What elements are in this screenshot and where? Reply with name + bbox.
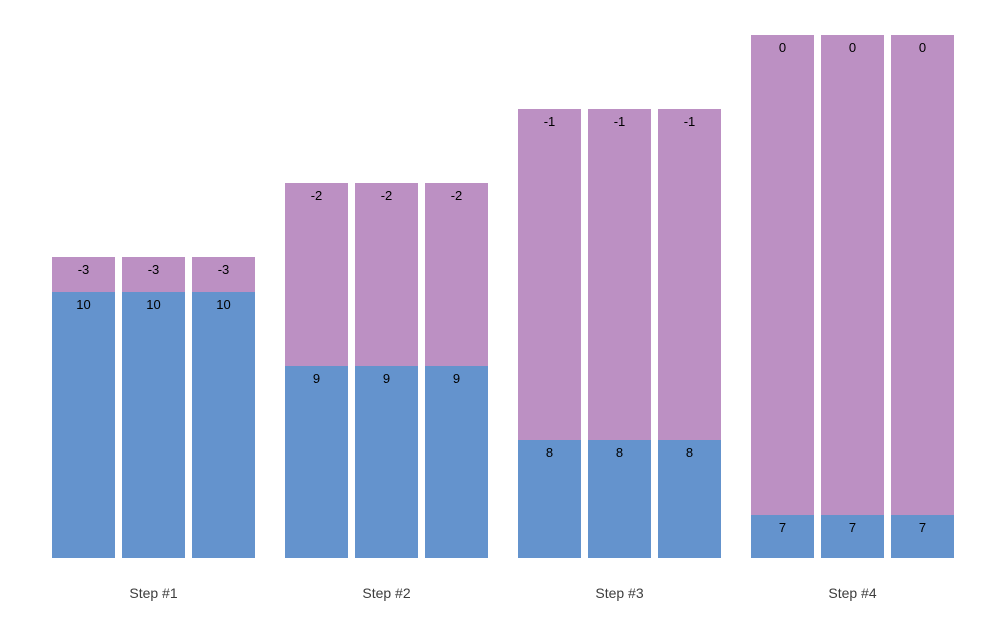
segment-value-label: 10 xyxy=(146,297,161,312)
stacked-bar: -2 9 xyxy=(425,183,488,558)
segment-value-label: 9 xyxy=(382,371,391,386)
segment-value-label: 0 xyxy=(918,40,927,55)
segment-value-label: 7 xyxy=(848,520,857,535)
bar-segment-top: -1 xyxy=(588,109,651,440)
segment-value-label: 7 xyxy=(918,520,927,535)
category-label-step-4: Step #4 xyxy=(828,585,877,601)
bar-segment-top: -2 xyxy=(355,183,418,366)
bar-segment-top: -3 xyxy=(122,257,185,292)
category-label-step-3: Step #3 xyxy=(595,585,644,601)
stacked-bar: -3 10 xyxy=(192,257,255,558)
bar-segment-bottom: 8 xyxy=(588,440,651,558)
segment-value-label: -3 xyxy=(147,262,160,277)
segment-value-label: 10 xyxy=(76,297,91,312)
bar-segment-bottom: 8 xyxy=(518,440,581,558)
segment-value-label: -1 xyxy=(683,114,696,129)
segment-value-label: -1 xyxy=(543,114,556,129)
segment-value-label: -3 xyxy=(217,262,230,277)
bar-segment-top: -2 xyxy=(285,183,348,366)
bar-segment-bottom: 9 xyxy=(355,366,418,558)
segment-value-label: 9 xyxy=(312,371,321,386)
bar-segment-bottom: 10 xyxy=(122,292,185,558)
segment-value-label: 8 xyxy=(545,445,554,460)
bar-segment-top: -1 xyxy=(658,109,721,440)
bar-segment-top: -3 xyxy=(192,257,255,292)
segment-value-label: -2 xyxy=(310,188,323,203)
bar-segment-bottom: 7 xyxy=(751,515,814,558)
segment-value-label: 8 xyxy=(685,445,694,460)
segment-value-label: -1 xyxy=(613,114,626,129)
bar-segment-top: -3 xyxy=(52,257,115,292)
category-label-step-1: Step #1 xyxy=(129,585,178,601)
segment-value-label: 10 xyxy=(216,297,231,312)
bar-group-step-1: -3 10 -3 10 -3 10 xyxy=(52,257,255,558)
bar-segment-top: -1 xyxy=(518,109,581,440)
bar-segment-bottom: 10 xyxy=(52,292,115,558)
segment-value-label: 7 xyxy=(778,520,787,535)
stacked-bar: -2 9 xyxy=(285,183,348,558)
stacked-bar: -1 8 xyxy=(588,109,651,558)
bar-segment-bottom: 9 xyxy=(425,366,488,558)
segment-value-label: 0 xyxy=(778,40,787,55)
segment-value-label: -2 xyxy=(450,188,463,203)
stacked-bar: -3 10 xyxy=(122,257,185,558)
bar-segment-bottom: 10 xyxy=(192,292,255,558)
stacked-bar: -2 9 xyxy=(355,183,418,558)
segment-value-label: -3 xyxy=(77,262,90,277)
stacked-bar: -1 8 xyxy=(658,109,721,558)
segment-value-label: 0 xyxy=(848,40,857,55)
bar-segment-bottom: 9 xyxy=(285,366,348,558)
segment-value-label: 8 xyxy=(615,445,624,460)
bar-segment-top: 0 xyxy=(751,35,814,515)
bar-segment-bottom: 8 xyxy=(658,440,721,558)
bar-segment-bottom: 7 xyxy=(821,515,884,558)
segment-value-label: -2 xyxy=(380,188,393,203)
segment-value-label: 9 xyxy=(452,371,461,386)
bar-group-step-3: -1 8 -1 8 -1 8 xyxy=(518,109,721,558)
bar-group-step-2: -2 9 -2 9 -2 9 xyxy=(285,183,488,558)
bar-segment-top: -2 xyxy=(425,183,488,366)
stacked-bar: -3 10 xyxy=(52,257,115,558)
category-label-step-2: Step #2 xyxy=(362,585,411,601)
bar-segment-top: 0 xyxy=(891,35,954,515)
bar-segment-top: 0 xyxy=(821,35,884,515)
stacked-bar: -1 8 xyxy=(518,109,581,558)
bar-segment-bottom: 7 xyxy=(891,515,954,558)
